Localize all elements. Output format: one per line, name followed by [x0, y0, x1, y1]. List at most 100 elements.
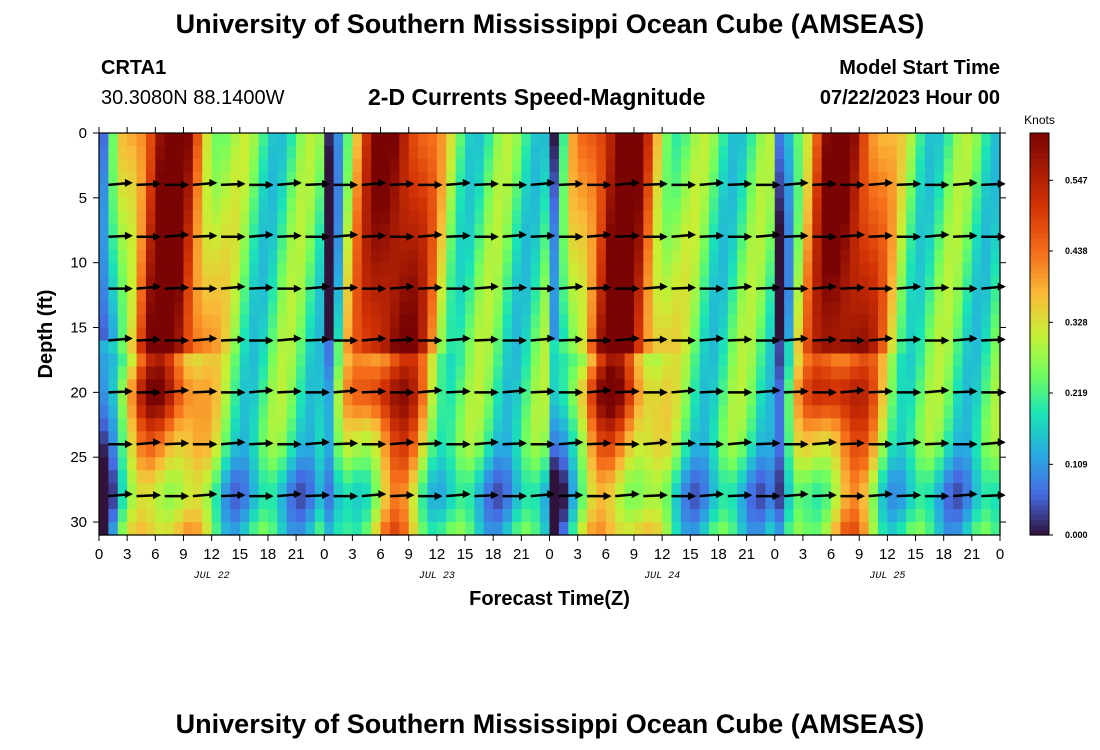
arrow-head: [913, 282, 922, 291]
arrow-head: [490, 335, 499, 344]
arrow-head: [828, 438, 837, 447]
arrow-head: [547, 284, 556, 293]
arrow-head: [716, 387, 725, 396]
arrow-head: [800, 387, 809, 396]
currents-heatmap-chart: 0 3 6 9 12 15 18 21 0 3 6 9 12 15 18 21 0 3 6 9 12 15 18 21 0 3 6 9…: [35, 113, 1088, 610]
arrow-head: [293, 178, 302, 187]
arrow-head: [547, 178, 556, 187]
arrow-head: [631, 387, 640, 396]
arrow-head: [406, 179, 415, 188]
arrow-head: [181, 492, 190, 501]
station-location: 30.3080N 88.1400W: [101, 87, 285, 109]
arrow-head: [885, 387, 894, 396]
arrow-head: [293, 387, 302, 396]
x-tick-label: 21: [513, 546, 530, 563]
arrow-head: [603, 230, 612, 239]
x-tick-label: 9: [405, 546, 413, 563]
arrow-head: [519, 283, 528, 292]
arrow-head: [237, 179, 246, 188]
arrow-head: [462, 178, 471, 187]
arrow-head: [406, 232, 415, 241]
colorbar-tick-label: 0.328: [1065, 317, 1088, 327]
arrow-head: [716, 440, 725, 449]
x-tick-label: 15: [231, 546, 248, 563]
arrow-head: [744, 438, 753, 447]
arrow-head: [293, 284, 302, 293]
colorbar: 0.547 0.438 0.328 0.219 0.109 0.000 Knots: [1024, 113, 1087, 540]
arrow-head: [181, 180, 190, 189]
arrow-head: [969, 387, 978, 396]
arrow-head: [659, 232, 668, 241]
arrow-head: [350, 336, 359, 345]
x-tick-label: 15: [457, 546, 474, 563]
x-tick-label: 12: [879, 546, 896, 563]
arrow-head: [209, 387, 218, 396]
y-tick-label: 30: [70, 514, 87, 531]
arrow-head: [772, 180, 781, 189]
x-tick-label: 21: [964, 546, 981, 563]
arrow-head: [603, 386, 612, 395]
arrow-head: [631, 334, 640, 343]
arrow-head: [322, 335, 331, 344]
arrow-head: [688, 283, 697, 292]
colorbar-tick-label: 0.219: [1065, 388, 1088, 398]
model-start-value: 07/22/2023 Hour 00: [819, 87, 1000, 109]
arrow-head: [378, 440, 387, 449]
x-tick-label: 9: [179, 546, 187, 563]
arrow-head: [772, 336, 781, 345]
arrow-head: [490, 282, 499, 291]
x-tick-label: 6: [151, 546, 159, 563]
y-tick-label: 15: [70, 320, 87, 337]
arrow-head: [181, 230, 190, 239]
y-tick-label: 10: [70, 255, 87, 272]
arrow-head: [490, 179, 499, 188]
arrow-head: [378, 178, 387, 187]
footer-title: University of Southern Mississippi Ocean…: [175, 709, 925, 739]
x-tick-label: 18: [935, 546, 952, 563]
arrow-head: [885, 490, 894, 499]
x-tick-label: 21: [738, 546, 755, 563]
arrow-head: [603, 439, 612, 448]
arrow-head: [688, 230, 697, 239]
arrow-head: [153, 335, 162, 344]
arrow-head: [153, 282, 162, 291]
arrow-head: [490, 388, 499, 397]
arrow-head: [885, 178, 894, 187]
arrow-head: [406, 491, 415, 500]
arrow-head: [519, 439, 528, 448]
arrow-head: [969, 334, 978, 343]
arrow-head: [856, 336, 865, 345]
y-tick-label: 20: [70, 384, 87, 401]
arrow-head: [378, 231, 387, 240]
arrow-head: [322, 179, 331, 188]
arrow-head: [265, 492, 274, 501]
arrow-head: [941, 492, 950, 501]
arrow-head: [322, 388, 331, 397]
arrow-head: [209, 490, 218, 499]
arrow-head: [941, 386, 950, 395]
arrow-head: [265, 180, 274, 189]
arrow-head: [659, 282, 668, 291]
arrow-head: [434, 180, 443, 189]
arrow-head: [209, 334, 218, 343]
y-axis-title: Depth (ft): [35, 290, 57, 379]
date-label: JUL 22: [194, 571, 230, 582]
arrow-head: [941, 439, 950, 448]
arrow-head: [462, 440, 471, 449]
arrow-head: [265, 439, 274, 448]
arrow-head: [885, 284, 894, 293]
arrow-head: [350, 230, 359, 239]
arrow-head: [490, 491, 499, 500]
arrow-head: [997, 282, 1006, 291]
arrow-head: [575, 388, 584, 397]
arrow-head: [856, 283, 865, 292]
arrow-head: [209, 284, 218, 293]
arrow-head: [237, 232, 246, 241]
x-tick-label: 3: [348, 546, 356, 563]
arrow-head: [828, 282, 837, 291]
station-id: CRTA1: [101, 57, 167, 79]
arrow-head: [378, 490, 387, 499]
page-title: University of Southern Mississippi Ocean…: [175, 9, 925, 39]
arrow-head: [856, 439, 865, 448]
arrow-head: [209, 231, 218, 240]
